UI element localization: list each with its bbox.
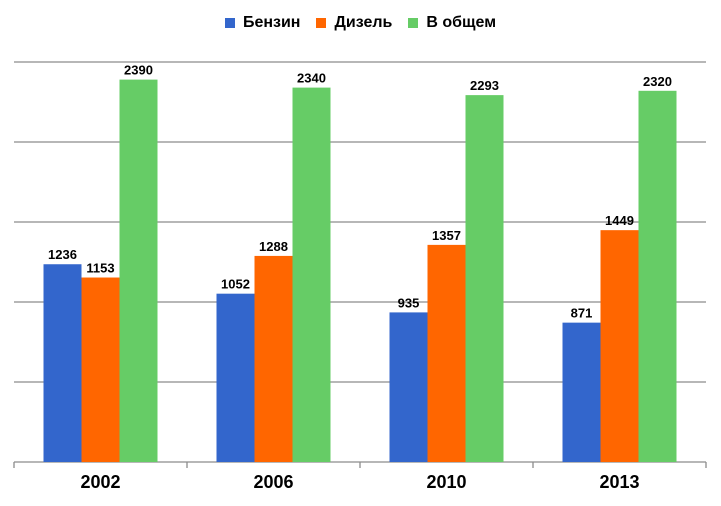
data-label: 1052 — [221, 277, 250, 292]
x-tick-label: 2010 — [426, 472, 466, 492]
x-tick-label: 2006 — [253, 472, 293, 492]
bar — [427, 244, 466, 462]
data-labels: 1236 1153 2390 1052 1288 2340 935 1357 2293 871 14… — [48, 63, 672, 321]
data-label: 2340 — [297, 71, 326, 86]
legend-label-total: В общем — [426, 14, 497, 31]
x-tick-label: 2013 — [599, 472, 639, 492]
data-label: 1288 — [259, 239, 288, 254]
bar — [600, 230, 639, 462]
data-label: 2293 — [470, 78, 499, 93]
legend-swatch-total — [408, 18, 419, 28]
data-label: 1357 — [432, 228, 461, 243]
bar — [119, 79, 158, 462]
data-label: 871 — [571, 306, 593, 321]
bar — [562, 322, 601, 462]
data-label: 2390 — [124, 63, 153, 78]
bar — [254, 255, 293, 462]
data-label: 1449 — [605, 213, 634, 228]
bars — [43, 79, 677, 463]
legend-swatch-diesel — [316, 18, 327, 28]
bar — [43, 264, 82, 462]
bar — [81, 277, 120, 462]
legend-swatch-gasoline — [224, 18, 235, 28]
bar — [465, 95, 504, 463]
bar — [638, 90, 677, 463]
bar — [389, 312, 428, 462]
x-tick-label: 2002 — [80, 472, 120, 492]
legend-item-gasoline: Бензин — [224, 14, 301, 32]
legend-label-gasoline: Бензин — [242, 14, 301, 31]
data-label: 935 — [398, 295, 420, 310]
legend-item-total: В общем — [408, 14, 496, 32]
data-label: 1153 — [86, 261, 114, 276]
legend-label-diesel: Дизель — [334, 14, 393, 31]
legend: Бензин Дизель В общем — [0, 14, 721, 32]
legend-item-diesel: Дизель — [316, 14, 392, 32]
bar — [216, 293, 255, 462]
bar — [292, 87, 331, 462]
data-label: 2320 — [643, 74, 672, 89]
data-label: 1236 — [48, 247, 77, 262]
